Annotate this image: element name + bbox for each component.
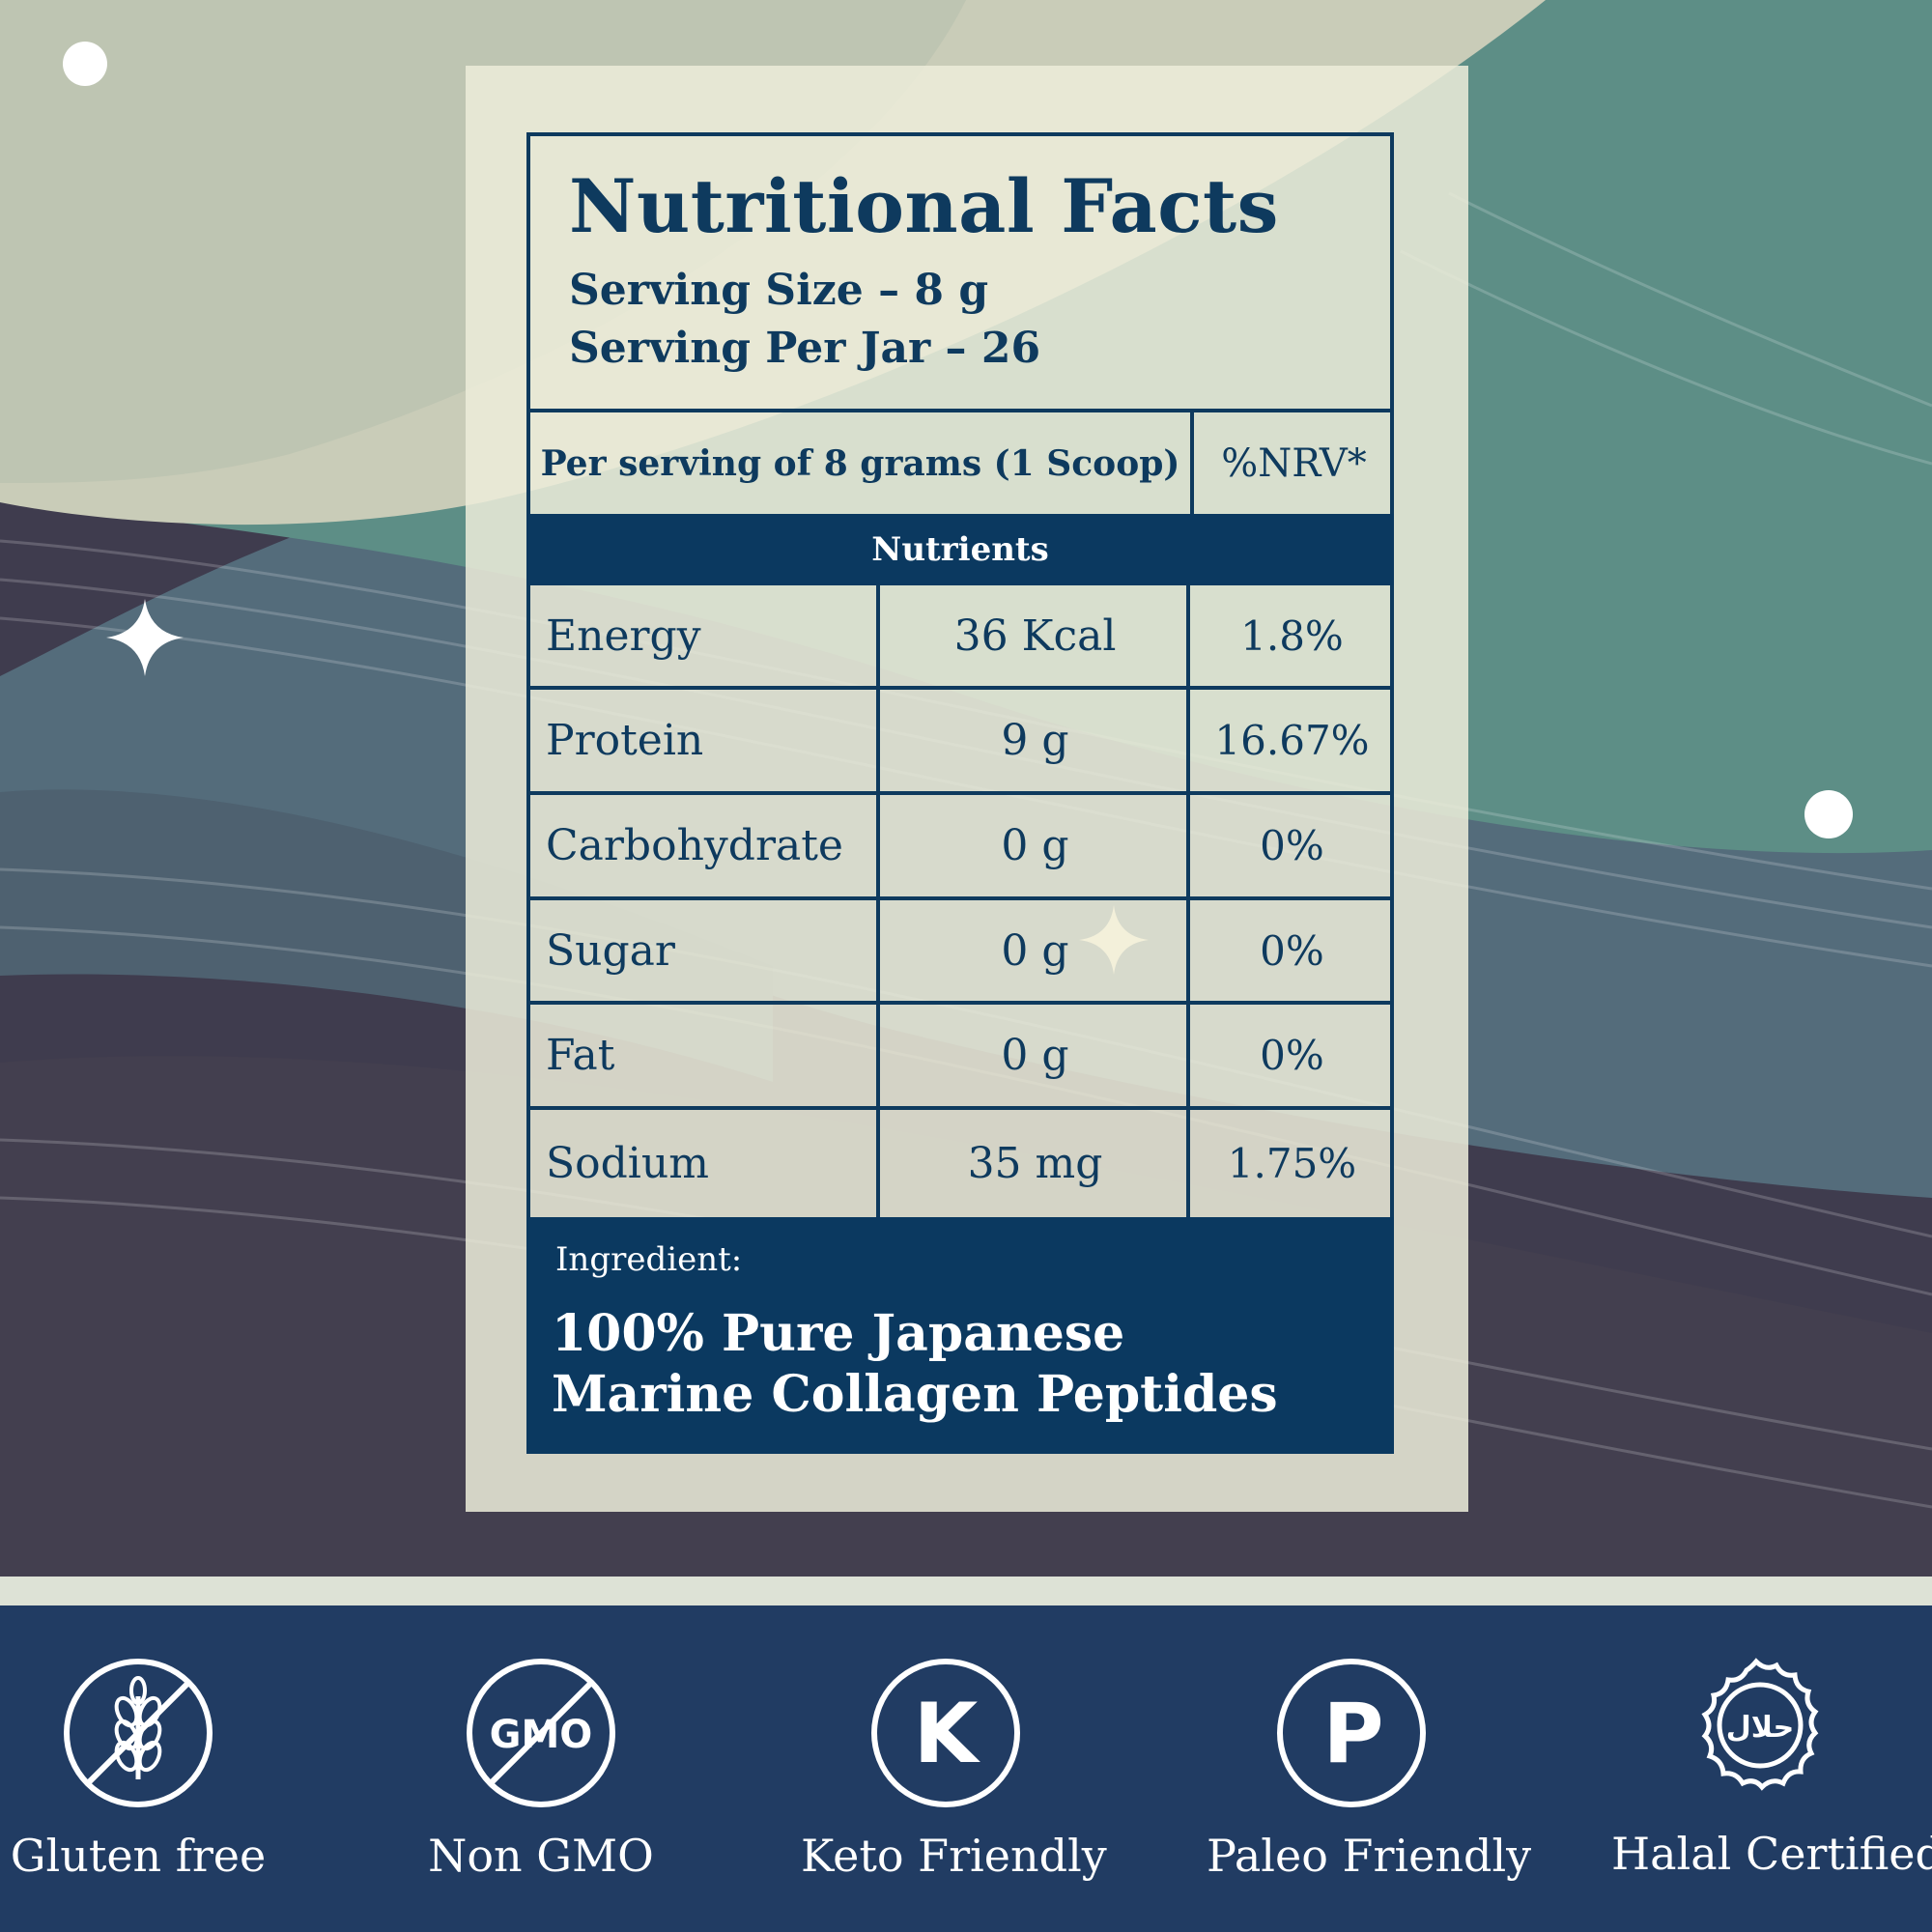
ingredient-label: Ingredient: xyxy=(555,1240,743,1279)
nutrients-header: Nutrients xyxy=(526,514,1394,585)
nutrient-nrv: 0% xyxy=(1260,926,1324,975)
nutrient-amount: 36 Kcal xyxy=(884,585,1190,686)
badge-label: Halal Certified xyxy=(1611,1828,1932,1880)
badge-paleo: P Paleo Friendly xyxy=(1207,1654,1532,1882)
badge-keto: K Keto Friendly xyxy=(801,1654,1107,1882)
paleo-letter: P xyxy=(1322,1686,1383,1782)
halal-seal-icon: حلال xyxy=(1701,1658,1819,1791)
serving-size: Serving Size – 8 g xyxy=(569,266,989,315)
badge-label: Paleo Friendly xyxy=(1207,1830,1532,1882)
nutrient-nrv: 1.8% xyxy=(1240,611,1344,660)
table-row: Sodium 35 mg 1.75% xyxy=(530,1110,1390,1217)
nutrient-nrv: 16.67% xyxy=(1214,717,1370,764)
serving-per-jar: Serving Per Jar – 26 xyxy=(569,324,1041,373)
ingredient-line-1: 100% Pure Japanese xyxy=(552,1304,1125,1363)
table-row: Energy 36 Kcal 1.8% xyxy=(530,585,1390,690)
table-row: Protein 9 g 16.67% xyxy=(530,690,1390,795)
ingredient-line-2: Marine Collagen Peptides xyxy=(552,1365,1278,1424)
nutrient-amount: 0 g xyxy=(884,900,1190,1001)
table-row: Carbohydrate 0 g 0% xyxy=(530,795,1390,900)
keto-letter: K xyxy=(914,1686,981,1782)
table-row: Fat 0 g 0% xyxy=(530,1005,1390,1110)
badge-label: Non GMO xyxy=(428,1830,654,1882)
nutrient-name: Protein xyxy=(530,690,880,791)
keto-k-icon: K xyxy=(871,1659,1020,1807)
nutrient-nrv: 0% xyxy=(1260,1032,1324,1079)
nutrient-name: Sodium xyxy=(530,1110,880,1217)
badges-band xyxy=(0,1605,1932,1932)
nutrient-name: Fat xyxy=(530,1005,880,1106)
paleo-p-icon: P xyxy=(1277,1659,1426,1807)
nutrient-name: Carbohydrate xyxy=(530,795,880,896)
per-serving-row: Per serving of 8 grams (1 Scoop) %NRV* xyxy=(530,412,1390,514)
nutrient-amount: 0 g xyxy=(884,1005,1190,1106)
nutrient-amount: 0 g xyxy=(884,795,1190,896)
nrv-header: %NRV* xyxy=(1221,440,1367,486)
nutrient-name: Sugar xyxy=(530,900,880,1001)
nutrition-facts-table: Nutritional Facts Serving Size – 8 g Ser… xyxy=(526,132,1394,1454)
facts-header: Nutritional Facts Serving Size – 8 g Ser… xyxy=(530,136,1390,412)
divider-strip xyxy=(0,1577,1932,1605)
nutrient-nrv: 0% xyxy=(1260,822,1324,869)
no-gmo-icon: GMO xyxy=(467,1659,615,1807)
halal-text: حلال xyxy=(1726,1711,1794,1745)
nutrient-amount: 35 mg xyxy=(884,1110,1190,1217)
nutrient-name: Energy xyxy=(530,585,880,686)
badge-label: Keto Friendly xyxy=(801,1830,1107,1882)
badge-gluten-free: Gluten free xyxy=(0,1654,283,1882)
per-serving-label: Per serving of 8 grams (1 Scoop) xyxy=(530,412,1194,514)
table-row: Sugar 0 g 0% xyxy=(530,900,1390,1005)
nutrient-amount: 9 g xyxy=(884,690,1190,791)
nutrient-nrv: 1.75% xyxy=(1227,1140,1357,1187)
badge-label: Gluten free xyxy=(10,1830,267,1882)
badge-non-gmo: GMO Non GMO xyxy=(396,1654,686,1882)
sparkle-icon xyxy=(1079,905,1149,975)
no-wheat-icon xyxy=(64,1659,213,1807)
facts-title: Nutritional Facts xyxy=(569,163,1279,249)
ingredient-box: Ingredient: 100% Pure Japanese Marine Co… xyxy=(526,1217,1394,1454)
badge-halal: حلال Halal Certified xyxy=(1611,1654,1932,1880)
